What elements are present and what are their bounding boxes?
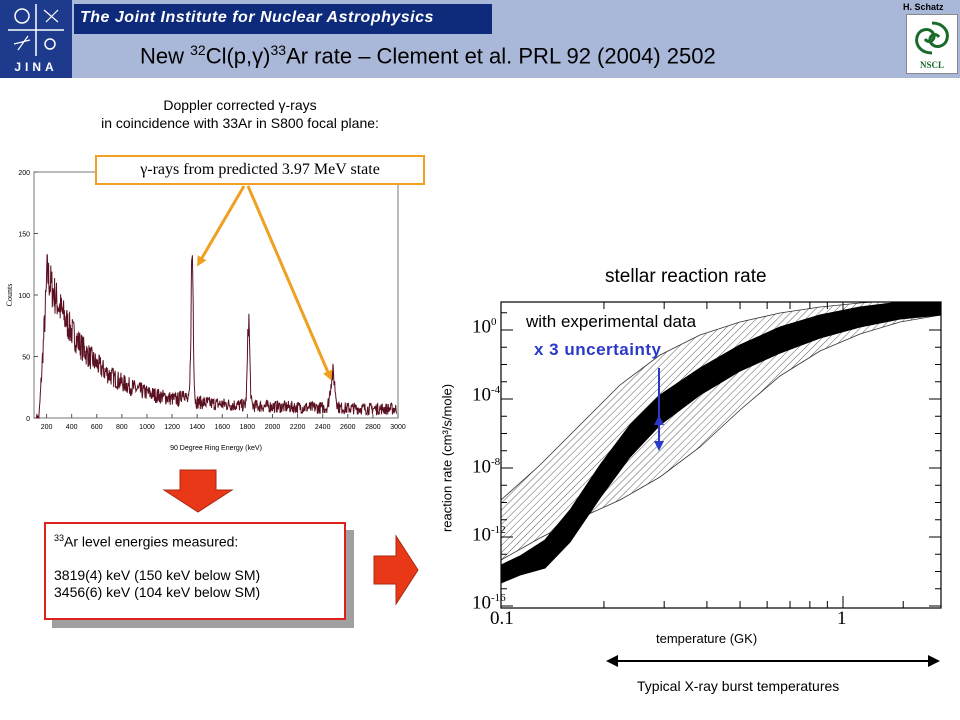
experimental-data-label: with experimental data (526, 312, 697, 331)
spectrum-xtick-label: 1200 (164, 424, 180, 431)
institute-bar (74, 4, 492, 34)
jina-logo-text: JINA (14, 60, 58, 74)
spectrum-xtick-label: 400 (66, 424, 78, 431)
spectrum-ytick-label: 200 (18, 170, 30, 177)
level-heading-text: Ar level energies measured: (64, 533, 239, 550)
spectrum-ytick-label: 150 (18, 232, 30, 239)
page-title: New 32Cl(p,γ)33Ar rate – Clement et al. … (140, 42, 716, 69)
rate-ytick-2: 10-4 (472, 384, 501, 406)
gamma-callout-label: γ-rays from predicted 3.97 MeV state (95, 155, 425, 185)
spectrum-x-label: 90 Degree Ring Energy (keV) (170, 445, 262, 452)
rate-ytick-1: 100 (472, 316, 497, 338)
nscl-logo: NSCL (906, 14, 958, 74)
title-mass-number-1: 32 (190, 42, 206, 58)
spectrum-ytick-label: 100 (18, 293, 30, 300)
spectrum-ytick-label: 0 (26, 416, 30, 423)
uncertainty-label: x 3 uncertainty (534, 340, 662, 359)
level-energy-2: 3456(6) keV (104 keV below SM) (54, 583, 261, 600)
spectrum-xtick-label: 2000 (265, 424, 281, 431)
down-arrow-icon (162, 469, 234, 513)
spectrum-xtick-label: 2600 (340, 424, 356, 431)
spectrum-xtick-label: 600 (91, 424, 103, 431)
spectrum-xtick-label: 1800 (240, 424, 256, 431)
rate-xtick-2: 1 (837, 608, 847, 629)
rate-ytick-4: 10-12 (472, 524, 506, 546)
spectrum-caption-line1: Doppler corrected γ-rays (163, 97, 317, 113)
spectrum-xtick-label: 800 (116, 424, 128, 431)
rate-plot-ticks (501, 302, 941, 608)
rate-plot-frame (500, 301, 942, 609)
title-prefix: New (140, 43, 191, 69)
rate-y-axis-label: reaction rate (cm³/s/mole) (439, 383, 455, 533)
right-arrow-icon (373, 534, 419, 606)
spectrum-ytick-label: 50 (22, 355, 30, 362)
spectrum-y-label: Counts (5, 284, 14, 307)
rate-plot-title: stellar reaction rate (605, 266, 767, 287)
title-reaction: Cl(p,γ) (205, 43, 271, 69)
spectrum-x-ticks: 200 400 600 800 1000 1200 1400 1600 1800 2000 2200… (41, 414, 406, 431)
institute-name: The Joint Institute for Nuclear Astrophy… (80, 9, 434, 26)
nscl-swirl-icon (915, 21, 949, 55)
spectrum-xtick-label: 3000 (390, 424, 406, 431)
spectrum-caption-line2: in coincidence with 33Ar in S800 focal p… (101, 115, 379, 131)
spectrum-xtick-label: 2400 (315, 424, 331, 431)
spectrum-trace (36, 254, 397, 419)
level-energy-1: 3819(4) keV (150 keV below SM) (54, 566, 261, 583)
spectrum-xtick-label: 1600 (214, 424, 230, 431)
rate-ytick-3: 10-8 (472, 456, 501, 478)
burst-temperature-label: Typical X-ray burst temperatures (637, 678, 840, 694)
rate-x-axis-label: temperature (GK) (656, 631, 758, 646)
theory-uncertainty-band (501, 302, 941, 561)
level-energies-heading: 33Ar level energies measured: (54, 530, 336, 551)
jina-logo: JINA (0, 0, 72, 78)
title-suffix: Ar rate – Clement et al. PRL 92 (2004) 2… (286, 43, 716, 69)
spectrum-xtick-label: 2200 (290, 424, 306, 431)
spectrum-xtick-label: 1400 (189, 424, 205, 431)
spectrum-xtick-label: 2800 (365, 424, 381, 431)
nscl-logo-text: NSCL (919, 60, 944, 70)
author-name: H. Schatz (903, 2, 944, 12)
title-mass-number-2: 33 (270, 42, 287, 58)
spectrum-xtick-label: 1000 (139, 424, 155, 431)
rate-xtick-1: 0.1 (490, 608, 514, 629)
spectrum-xtick-label: 200 (41, 424, 53, 431)
experimental-rate-band (501, 302, 941, 584)
level-energies-box: 33Ar level energies measured: 3819(4) ke… (44, 522, 346, 620)
rate-ytick-5: 10-16 (472, 592, 506, 614)
jina-emblem-icon (8, 4, 64, 56)
level-mass-number: 33 (54, 533, 65, 543)
spectrum-caption: Doppler corrected γ-rays in coincidence … (0, 96, 480, 132)
